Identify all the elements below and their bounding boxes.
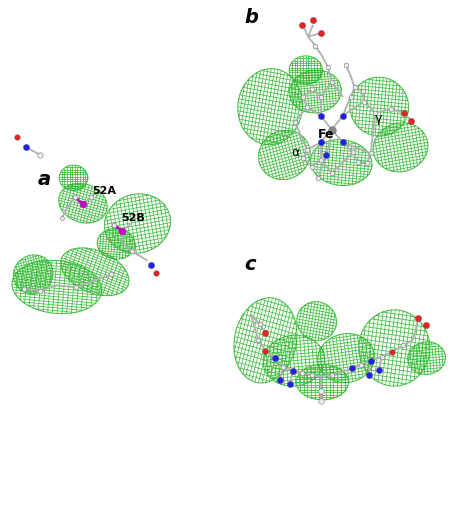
Text: a: a [38,170,51,189]
Text: 52B: 52B [121,213,145,223]
Text: b: b [244,8,258,27]
Text: Fe: Fe [318,128,334,141]
Text: 52A: 52A [92,186,117,196]
Text: α: α [292,146,300,159]
Text: c: c [244,255,255,274]
Text: γ: γ [374,112,382,125]
